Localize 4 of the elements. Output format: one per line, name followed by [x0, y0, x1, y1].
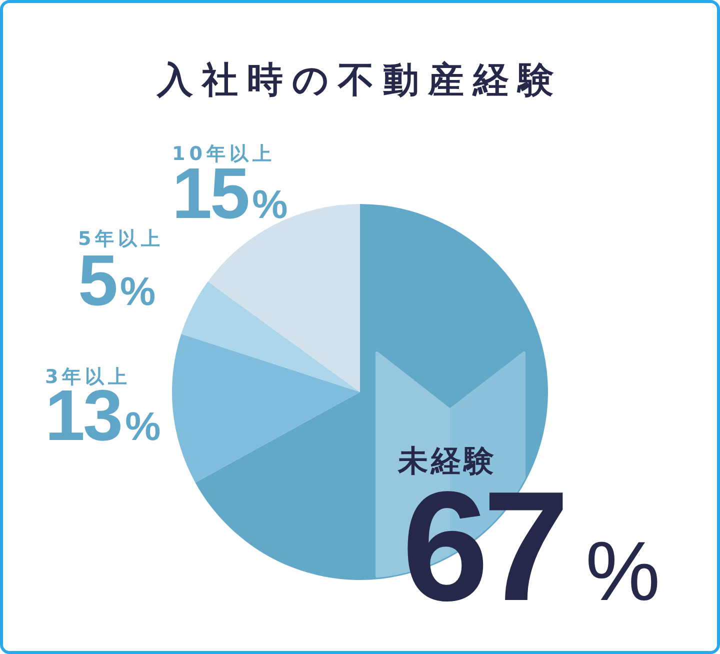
pie-slice — [181, 281, 360, 392]
pie-slice — [172, 334, 360, 483]
chart-title: 入社時の不動産経験 — [156, 60, 563, 101]
slice-label: 3年以上 — [45, 366, 132, 388]
